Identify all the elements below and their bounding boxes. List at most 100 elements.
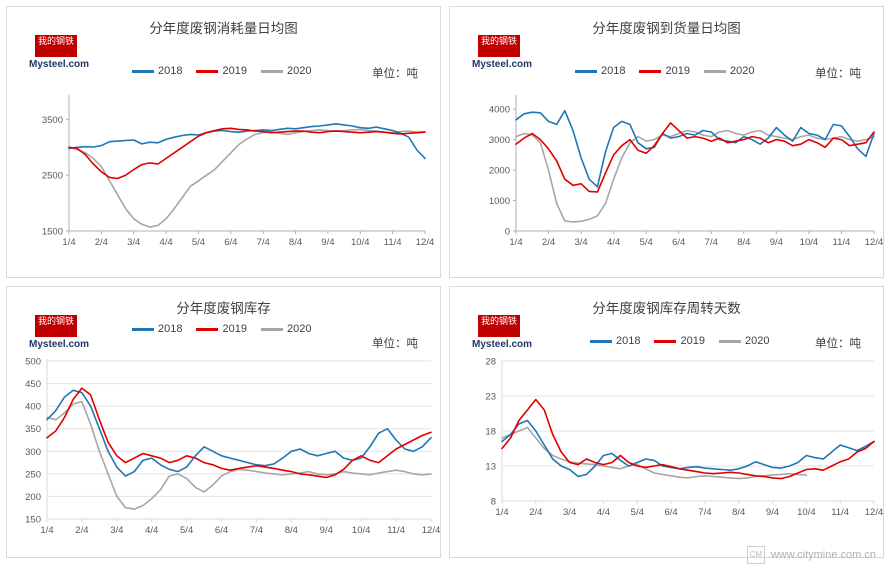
svg-text:11/4: 11/4 <box>831 507 849 518</box>
chart-title: 分年度废钢消耗量日均图 <box>149 21 298 36</box>
svg-text:7/4: 7/4 <box>705 237 718 248</box>
chart-title: 分年度废钢库存周转天数 <box>592 301 741 316</box>
legend-label: 2020 <box>286 65 312 77</box>
legend-label: 2020 <box>729 65 755 77</box>
logo-text: Mysteel.com <box>472 59 533 70</box>
legend-label: 2018 <box>158 323 183 335</box>
svg-text:350: 350 <box>25 424 41 435</box>
chart-title: 分年度废钢库存 <box>176 301 271 316</box>
svg-text:450: 450 <box>25 379 41 390</box>
legend-label: 2018 <box>601 65 626 77</box>
svg-text:3/4: 3/4 <box>127 237 140 248</box>
legend-label: 2019 <box>222 65 247 77</box>
svg-text:5/4: 5/4 <box>640 237 653 248</box>
svg-text:8/4: 8/4 <box>732 507 745 518</box>
legend-label: 2018 <box>158 65 183 77</box>
svg-text:2000: 2000 <box>489 166 510 177</box>
citymine-logo-icon: CM <box>746 546 765 564</box>
legend-item-2018: 2018 <box>575 65 625 77</box>
svg-text:23: 23 <box>485 392 496 403</box>
svg-text:13: 13 <box>485 462 496 473</box>
svg-text:200: 200 <box>25 492 41 503</box>
legend: 2018 2019 2020 <box>575 65 754 77</box>
svg-text:12/4: 12/4 <box>422 525 441 536</box>
legend-item-2018: 2018 <box>132 323 182 335</box>
legend: 2018 2019 2020 <box>132 65 311 77</box>
svg-text:9/4: 9/4 <box>321 237 334 248</box>
unit-label: 单位：吨 <box>815 338 861 350</box>
svg-text:11/4: 11/4 <box>833 237 851 248</box>
svg-text:1/4: 1/4 <box>40 525 53 536</box>
legend-item-2018: 2018 <box>590 335 640 347</box>
svg-text:3/4: 3/4 <box>110 525 123 536</box>
svg-text:6/4: 6/4 <box>672 237 685 248</box>
svg-text:11/4: 11/4 <box>384 237 402 248</box>
svg-text:3500: 3500 <box>42 115 63 126</box>
svg-text:4/4: 4/4 <box>145 525 158 536</box>
panel-turnover: 分年度废钢库存周转天数 我的钢铁 Mysteel.com 2018 2019 2… <box>449 286 884 558</box>
svg-text:12/4: 12/4 <box>865 237 884 248</box>
legend-label: 2019 <box>222 323 247 335</box>
legend-swatch-icon <box>132 69 154 73</box>
logo-text: Mysteel.com <box>29 59 90 70</box>
plot-area: 150 200 250 300 350 400 450 500 1/4 2/4 3/4 4/4 5/4 6… <box>7 351 442 555</box>
mysteel-logo: 我的钢铁 Mysteel.com <box>472 315 538 355</box>
legend-swatch-icon <box>718 339 741 343</box>
legend-item-2020: 2020 <box>260 65 312 77</box>
svg-text:10/4: 10/4 <box>797 507 816 518</box>
svg-text:2500: 2500 <box>42 171 63 182</box>
svg-text:1500: 1500 <box>42 227 63 238</box>
logo-badge: 我的钢铁 <box>35 315 77 337</box>
legend-label: 2019 <box>680 335 705 347</box>
unit-label: 单位：吨 <box>372 338 418 350</box>
legend-item-2019: 2019 <box>196 323 247 335</box>
svg-text:500: 500 <box>25 357 41 368</box>
legend-swatch-icon <box>575 69 597 73</box>
svg-text:4/4: 4/4 <box>159 237 172 248</box>
legend-swatch-icon <box>196 327 219 331</box>
svg-text:1/4: 1/4 <box>509 237 522 248</box>
mysteel-logo: 我的钢铁 Mysteel.com <box>29 315 95 355</box>
svg-text:300: 300 <box>25 447 41 458</box>
svg-text:3/4: 3/4 <box>563 507 576 518</box>
svg-text:8: 8 <box>491 497 496 508</box>
svg-text:5/4: 5/4 <box>192 237 205 248</box>
legend: 2018 2019 2020 <box>590 335 769 347</box>
legend-swatch-icon <box>196 69 219 73</box>
svg-text:2/4: 2/4 <box>75 525 88 536</box>
svg-text:0: 0 <box>505 227 510 238</box>
svg-text:7/4: 7/4 <box>250 525 263 536</box>
plot-area: 8 13 18 23 28 1/4 2/4 3/4 4/4 5/4 6/4 7/4 8/4 9/4 10/4… <box>450 351 885 541</box>
svg-text:10/4: 10/4 <box>351 237 370 248</box>
svg-text:10/4: 10/4 <box>352 525 371 536</box>
legend-item-2019: 2019 <box>196 65 247 77</box>
svg-text:1/4: 1/4 <box>495 507 508 518</box>
legend-swatch-icon <box>260 69 283 73</box>
svg-text:4/4: 4/4 <box>607 237 620 248</box>
panel-arrival: 分年度废钢到货量日均图 我的钢铁 Mysteel.com 2018 2019 2… <box>449 6 884 278</box>
svg-text:3000: 3000 <box>489 135 510 146</box>
svg-text:2/4: 2/4 <box>529 507 542 518</box>
watermark-mark: CM <box>749 550 763 559</box>
watermark-text: www.citymine.com.cn <box>770 549 876 561</box>
svg-text:12/4: 12/4 <box>416 237 435 248</box>
panel-inventory: 分年度废钢库存 我的钢铁 Mysteel.com 2018 2019 2020 … <box>6 286 441 558</box>
legend-label: 2020 <box>286 323 312 335</box>
svg-text:4/4: 4/4 <box>597 507 610 518</box>
svg-text:9/4: 9/4 <box>770 237 783 248</box>
svg-text:6/4: 6/4 <box>224 237 237 248</box>
legend-swatch-icon <box>132 327 154 331</box>
svg-text:3/4: 3/4 <box>574 237 587 248</box>
svg-text:2/4: 2/4 <box>95 237 108 248</box>
logo-badge: 我的钢铁 <box>35 35 77 57</box>
legend-label: 2020 <box>744 335 770 347</box>
svg-text:5/4: 5/4 <box>180 525 193 536</box>
svg-text:2/4: 2/4 <box>542 237 555 248</box>
svg-text:11/4: 11/4 <box>387 525 405 536</box>
legend-label: 2018 <box>616 335 641 347</box>
svg-text:7/4: 7/4 <box>257 237 270 248</box>
legend-swatch-icon <box>703 69 726 73</box>
legend-item-2020: 2020 <box>260 323 312 335</box>
legend-swatch-icon <box>639 69 662 73</box>
svg-text:5/4: 5/4 <box>631 507 644 518</box>
